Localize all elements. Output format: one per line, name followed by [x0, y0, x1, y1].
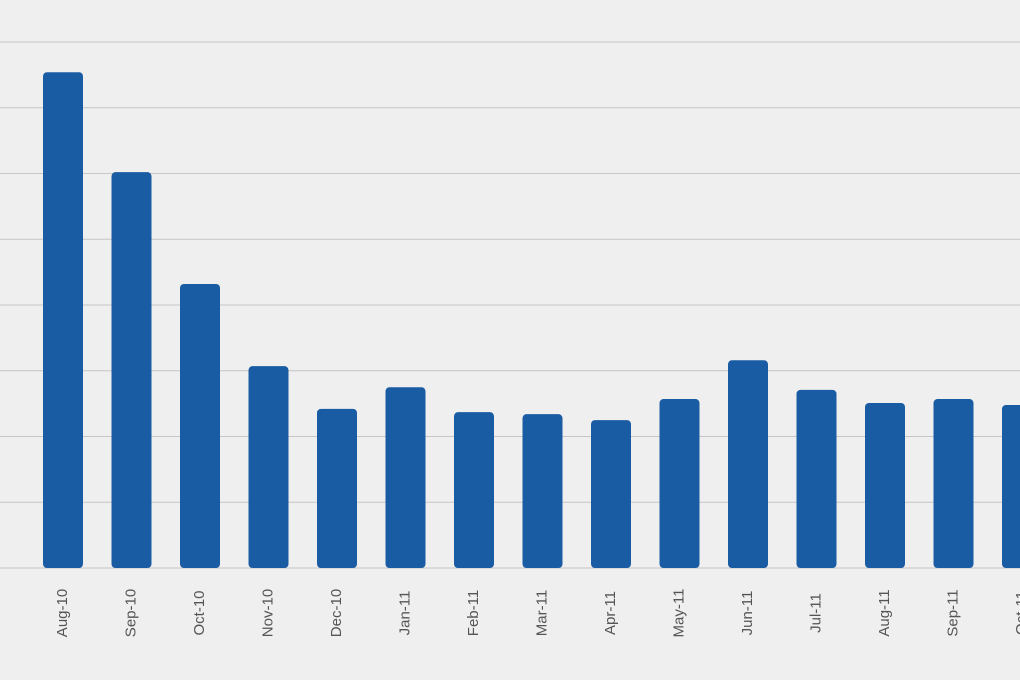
x-tick-label: Feb-11 — [465, 590, 482, 636]
bar — [43, 72, 83, 569]
x-tick-label: Jan-11 — [396, 591, 413, 636]
x-tick-label: May-11 — [670, 589, 687, 638]
bar — [317, 408, 357, 568]
x-tick-label: Apr-11 — [602, 591, 619, 635]
bar — [659, 399, 700, 568]
bar — [385, 387, 426, 568]
bar — [728, 360, 768, 568]
x-tick-label: Dec-10 — [328, 589, 345, 637]
x-tick-label: Sep-11 — [944, 589, 961, 636]
x-tick-label: Oct-11 — [1013, 591, 1020, 635]
bar — [1002, 404, 1020, 568]
bar — [933, 399, 974, 568]
x-tick-label: Jul-11 — [807, 593, 824, 633]
bar — [248, 366, 289, 568]
x-tick-label: Aug-11 — [876, 589, 893, 636]
bar — [796, 389, 837, 568]
bar — [865, 402, 905, 568]
x-tick-label: Jun-11 — [739, 591, 756, 636]
x-tick-label: Mar-11 — [533, 590, 550, 636]
bar — [591, 420, 631, 568]
x-tick-label: Oct-10 — [191, 590, 208, 635]
bar — [111, 172, 152, 568]
x-tick-label: Nov-10 — [259, 589, 276, 637]
x-tick-label: Sep-10 — [122, 589, 139, 637]
x-tick-label: Aug-10 — [54, 589, 71, 637]
bar — [180, 283, 220, 568]
bar — [522, 414, 563, 568]
bar — [454, 412, 494, 568]
